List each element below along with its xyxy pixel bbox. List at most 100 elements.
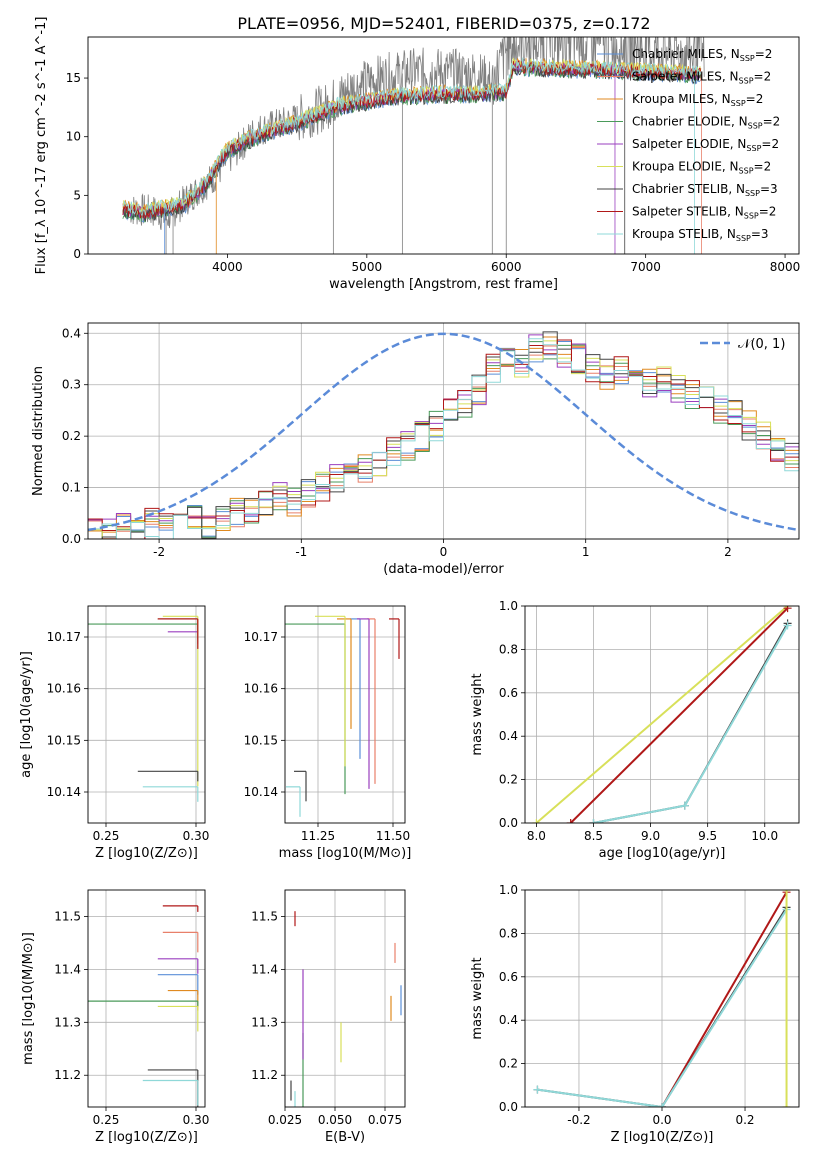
legend-label-main: Salpeter STELIB, N xyxy=(632,205,744,219)
y-tick-label: 0.4 xyxy=(62,326,81,340)
p-zweights-x-label: Z [log10(Z/Z⊙)] xyxy=(611,1130,714,1145)
x-tick-label: 0.2 xyxy=(735,1113,754,1127)
axes-frame xyxy=(284,605,406,824)
histogram-data xyxy=(88,331,799,539)
y-tick-label: 10.14 xyxy=(244,785,278,799)
y-tick-label: 0.4 xyxy=(499,729,518,743)
weight-marker xyxy=(782,1103,791,1107)
y-tick-label: 0.2 xyxy=(62,429,81,443)
legend-label-suffix: =2 xyxy=(759,205,777,219)
x-tick-label: 0.30 xyxy=(183,1113,210,1127)
x-tick-label: 4000 xyxy=(212,260,243,274)
y-tick-label: 0.4 xyxy=(499,1013,518,1027)
y-tick-label: 0.6 xyxy=(499,686,518,700)
scatter-data xyxy=(285,615,400,817)
legend-label: Kroupa ELODIE, NSSP=2 xyxy=(632,160,771,176)
p-ebvmass-x-label: E(B-V) xyxy=(325,1130,365,1145)
x-tick-label: 8.5 xyxy=(584,829,603,843)
legend-label: Kroupa STELIB, NSSP=3 xyxy=(632,227,769,243)
legend-normal-label: 𝒩(0, 1) xyxy=(738,337,785,352)
y-tick-label: 10.15 xyxy=(244,733,278,747)
legend-label-suffix: =2 xyxy=(763,115,781,129)
y-tick-label: 0.3 xyxy=(62,378,81,392)
y-tick-label: 0.1 xyxy=(62,481,81,495)
legend-label-suffix: =3 xyxy=(760,182,778,196)
x-tick-label: 0.25 xyxy=(93,829,120,843)
legend-label-sub: SSP xyxy=(744,212,759,221)
legend-label-suffix: =3 xyxy=(751,227,769,241)
x-tick-label: 9.5 xyxy=(698,829,717,843)
axes-frame xyxy=(87,889,206,1108)
weight-data xyxy=(532,606,792,823)
scatter-data xyxy=(290,911,402,1107)
axes-frame xyxy=(524,605,800,824)
p-zmass-y-label: mass [log10(M/M⊙)] xyxy=(21,932,36,1065)
y-tick-label: 10.16 xyxy=(244,682,278,696)
weight-marker xyxy=(680,801,689,810)
legend-label-sub: SSP xyxy=(748,122,763,131)
y-tick-label: 0.6 xyxy=(499,970,518,984)
legend-label-suffix: =2 xyxy=(761,137,779,151)
figure-title: PLATE=0956, MJD=52401, FIBERID=0375, z=0… xyxy=(237,14,650,33)
p-massage-x-label: mass [log10(M/M⊙)] xyxy=(279,846,412,861)
metallicity-weights-panel: -0.2 0.0 0.2 0.0 0.2 0.4 0.6 0.8 1.0 Z [log10(Z/Z… xyxy=(470,883,800,1145)
x-tick-label: 0.25 xyxy=(93,1113,120,1127)
x-tick-label: 9.0 xyxy=(641,829,660,843)
legend-label: Chabrier STELIB, NSSP=3 xyxy=(632,182,778,198)
y-tick-label: 10.17 xyxy=(47,630,81,644)
weight-line xyxy=(535,606,789,823)
y-tick-label: 11.2 xyxy=(54,1068,81,1082)
weight-marker xyxy=(589,819,598,823)
weight-line xyxy=(593,622,789,823)
weight-line xyxy=(593,625,789,823)
legend-label-sub: SSP xyxy=(739,77,754,86)
scatter-data xyxy=(88,905,199,1107)
x-tick-label: 6000 xyxy=(491,260,522,274)
axes-frame xyxy=(87,605,206,824)
observed-spectrum-line xyxy=(129,37,705,230)
residual-histogram-panel: -2 -1 0 1 2 0.0 0.1 0.2 0.3 0.4 (data-model)/error… xyxy=(31,322,800,577)
spectrum-y-label: Flux [f_λ 10^-17 erg cm^-2 s^-1 A^-1] xyxy=(34,17,49,275)
x-tick-label: 8.0 xyxy=(527,829,546,843)
p-ageweights-x-label: age [log10(age/yr)] xyxy=(599,846,726,861)
weight-marker xyxy=(532,819,541,823)
p-zage-y-label: age [log10(age/yr)] xyxy=(19,651,34,778)
residual-y-label: Normed distribution xyxy=(31,366,46,496)
axes-frame xyxy=(87,36,800,255)
x-tick-label: 11.25 xyxy=(301,829,335,843)
metallicity-mass-panel: 0.25 0.30 11.2 11.3 11.4 11.5 Z [log10(Z/Z⊙)] m… xyxy=(21,889,210,1145)
weight-marker xyxy=(658,1103,666,1107)
legend-label-sub: SSP xyxy=(746,144,761,153)
y-tick-label: 11.4 xyxy=(251,962,278,976)
axes-frame xyxy=(524,889,800,1108)
x-tick-label: 0.0 xyxy=(652,1113,671,1127)
legend-label-main: Chabrier ELODIE, N xyxy=(632,115,748,129)
x-tick-label: 11.50 xyxy=(376,829,410,843)
y-tick-label: 11.3 xyxy=(251,1015,278,1029)
p-zage-x-label: Z [log10(Z/Z⊙)] xyxy=(95,846,198,861)
weight-marker xyxy=(783,621,792,630)
y-tick-label: 11.4 xyxy=(54,962,81,976)
x-tick-label: -0.2 xyxy=(567,1113,590,1127)
spectrum-panel: 4000 5000 6000 7000 8000 0 5 10 15 wavelength [An… xyxy=(34,17,800,292)
age-weights-panel: 8.0 8.5 9.0 9.5 10.0 0.0 0.2 0.4 0.6 0.8 1.0 age [l… xyxy=(470,599,800,861)
y-tick-label: 11.2 xyxy=(251,1068,278,1082)
y-tick-label: 0.8 xyxy=(499,926,518,940)
x-tick-label: 10.0 xyxy=(751,829,778,843)
legend-label-main: Salpeter MILES, N xyxy=(632,70,739,84)
weight-data xyxy=(533,890,791,1107)
y-tick-label: 5 xyxy=(73,188,81,202)
x-tick-label: 1 xyxy=(582,545,590,559)
legend-label: Kroupa MILES, NSSP=2 xyxy=(632,92,763,108)
x-tick-label: 5000 xyxy=(352,260,383,274)
y-tick-label: 11.3 xyxy=(54,1015,81,1029)
legend-label: Chabrier MILES, NSSP=2 xyxy=(632,47,772,63)
p-ageweights-y-label: mass weight xyxy=(470,673,485,755)
legend-label-suffix: =2 xyxy=(755,47,773,61)
legend-label-suffix: =2 xyxy=(746,92,764,106)
weight-marker xyxy=(566,819,575,823)
x-tick-label: 2 xyxy=(724,545,732,559)
legend-label-main: Chabrier MILES, N xyxy=(632,47,740,61)
y-tick-label: 10.16 xyxy=(47,682,81,696)
legend-label-main: Kroupa MILES, N xyxy=(632,92,731,106)
